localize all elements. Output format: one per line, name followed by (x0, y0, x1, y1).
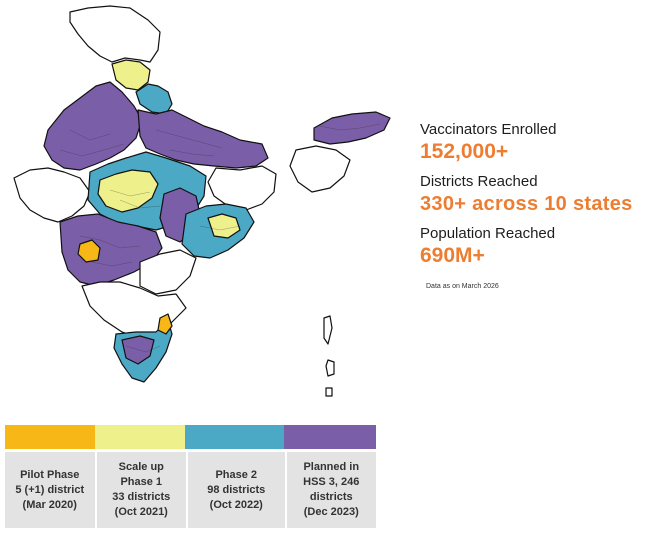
legend-swatch-pilot (5, 425, 95, 449)
india-phase-map (13, 5, 391, 397)
district-boundary-line (155, 129, 223, 149)
legend-line: 5 (+1) district (15, 483, 85, 496)
legend-line: 33 districts (112, 491, 171, 503)
district-boundary-line (109, 189, 151, 197)
legend-cell-pilot: Pilot Phase 5 (+1) district (Mar 2020) (5, 452, 95, 528)
district-boundary-line (199, 225, 241, 231)
district-boundary-line (119, 199, 161, 209)
legend-swatch-scale-up (95, 425, 185, 449)
legend-cell-scale-up: Scale up Phase 1 33 districts (Oct 2021) (96, 452, 187, 528)
vaccinators-label: Vaccinators Enrolled (420, 121, 557, 138)
legend-swatch-phase-2 (185, 425, 284, 449)
district-boundary-line (91, 261, 133, 267)
phase-legend: Pilot Phase 5 (+1) district (Mar 2020) S… (5, 425, 377, 528)
legend-line: (Dec 2023) (303, 506, 359, 518)
vaccinators-value: 152,000+ (420, 140, 509, 163)
district-boundary-line (319, 123, 381, 131)
districts-value: 330+ across 10 states (420, 193, 633, 215)
legend-line: (Mar 2020) (22, 498, 77, 511)
maharashtra-pilot-region (77, 239, 101, 263)
legend-line: 98 districts (207, 483, 266, 496)
legend-cell-planned: Planned in HSS 3, 246 districts (Dec 202… (286, 452, 377, 528)
himachal-region (111, 59, 151, 91)
jharkhand-bengal-region (207, 165, 277, 211)
legend-line: (Oct 2022) (209, 498, 263, 511)
northeast-region (313, 111, 391, 145)
odisha-scale-up-region (207, 213, 241, 239)
legend-text-row: Pilot Phase 5 (+1) district (Mar 2020) S… (5, 452, 377, 528)
district-boundary-line (169, 149, 215, 157)
legend-cell-phase-2: Phase 2 98 districts (Oct 2022) (188, 452, 285, 528)
district-boundary-line (79, 235, 141, 249)
madhya-pradesh-scale-up-region (97, 169, 159, 213)
legend-line: Phase 2 (215, 468, 258, 481)
data-date-note: Data as on March 2026 (426, 283, 499, 290)
legend-line: Scale up (118, 461, 164, 473)
tamil-nadu-planned-region (121, 335, 155, 365)
district-boundary-line (125, 345, 161, 353)
legend-line: Planned in (303, 461, 360, 473)
jammu-kashmir-region (69, 5, 161, 63)
population-value: 690M+ (420, 244, 485, 267)
tamil-nadu-pilot-region (157, 313, 173, 335)
northeast-white-region (289, 145, 351, 193)
legend-line: districts (309, 491, 353, 503)
district-boundary-line (59, 143, 125, 157)
telangana-region (139, 249, 197, 295)
legend-line: Phase 1 (120, 476, 163, 488)
gujarat-region (13, 167, 91, 223)
stats-panel: Vaccinators Enrolled 152,000+ Districts … (420, 121, 648, 290)
andaman-islands (323, 315, 335, 397)
uttarakhand-region (135, 83, 173, 115)
rajasthan-punjab-region (43, 81, 143, 171)
districts-label: Districts Reached (420, 173, 538, 190)
district-boundary-line (69, 129, 111, 141)
legend-swatch-row (5, 425, 376, 449)
legend-line: HSS 3, 246 (303, 476, 360, 488)
uttar-pradesh-bihar-region (137, 109, 269, 169)
legend-line: Pilot Phase (20, 468, 80, 481)
legend-swatch-planned (284, 425, 376, 449)
population-label: Population Reached (420, 225, 556, 242)
legend-line: (Oct 2021) (114, 506, 168, 518)
